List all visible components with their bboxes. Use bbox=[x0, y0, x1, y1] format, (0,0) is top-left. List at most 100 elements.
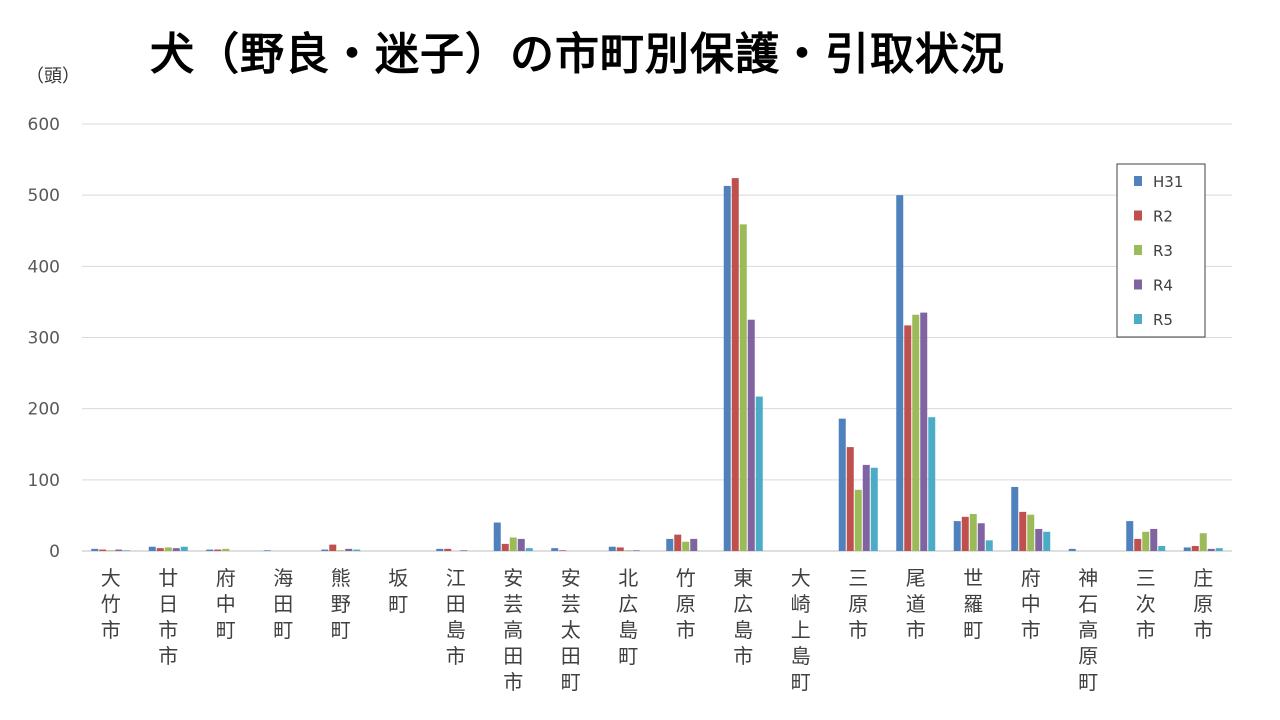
bar bbox=[1043, 531, 1051, 551]
x-category-label-char: 町 bbox=[561, 670, 581, 694]
bar bbox=[1183, 547, 1191, 551]
x-category-label-char: 町 bbox=[963, 618, 983, 642]
bar bbox=[985, 540, 993, 551]
bar bbox=[1134, 538, 1142, 551]
x-category-label-char: 世 bbox=[963, 566, 983, 590]
x-category-label-char: 原 bbox=[1193, 592, 1213, 616]
bar bbox=[1207, 548, 1215, 551]
x-category-label-char: 次 bbox=[1136, 592, 1156, 616]
bar bbox=[436, 548, 444, 551]
x-category-label-char: 府 bbox=[1021, 566, 1041, 590]
chart-title: 犬（野良・迷子）の市町別保護・引取状況 bbox=[150, 29, 1005, 80]
y-tick-label: 0 bbox=[49, 542, 60, 562]
x-category-label-char: 太 bbox=[561, 618, 581, 642]
bar bbox=[920, 312, 928, 551]
x-category-label-char: 市 bbox=[906, 618, 926, 642]
x-category-label-char: 道 bbox=[906, 592, 926, 616]
x-category-label-char: 大 bbox=[101, 566, 121, 590]
bar bbox=[329, 544, 337, 551]
x-category-label-char: 原 bbox=[848, 592, 868, 616]
bar bbox=[263, 550, 271, 551]
x-category-label-char: 市 bbox=[158, 618, 178, 642]
x-category-label-char: 町 bbox=[216, 618, 236, 642]
x-category-label-char: 上 bbox=[791, 618, 811, 642]
x-category-label-char: 原 bbox=[1078, 644, 1098, 668]
bar bbox=[870, 467, 878, 551]
x-category-label-char: 町 bbox=[273, 618, 293, 642]
bar bbox=[674, 534, 682, 551]
x-category-label-char: 中 bbox=[216, 592, 236, 616]
bar bbox=[747, 319, 755, 551]
bar bbox=[969, 513, 977, 551]
bar bbox=[1011, 486, 1019, 551]
x-category-label-char: 安 bbox=[561, 566, 581, 590]
bar bbox=[345, 548, 353, 551]
x-category-label-char: 庄 bbox=[1193, 566, 1213, 590]
bar bbox=[608, 546, 616, 551]
legend-label: R3 bbox=[1153, 242, 1173, 260]
bar bbox=[838, 418, 846, 551]
bar bbox=[928, 417, 936, 551]
bar bbox=[99, 549, 107, 551]
y-axis-unit-label: （頭） bbox=[26, 66, 80, 87]
x-category-label-char: 市 bbox=[101, 618, 121, 642]
x-category-label-char: 江 bbox=[446, 566, 466, 590]
y-tick-label: 100 bbox=[28, 471, 60, 491]
bar bbox=[1150, 528, 1158, 551]
x-category-label-char: 東 bbox=[733, 566, 753, 590]
bar bbox=[1126, 521, 1134, 551]
x-category-label-char: 芸 bbox=[503, 592, 523, 616]
bar bbox=[1019, 511, 1027, 551]
x-category-label-char: 市 bbox=[158, 644, 178, 668]
bar bbox=[501, 543, 509, 551]
x-category-label-char: 羅 bbox=[963, 592, 983, 616]
bar bbox=[632, 550, 640, 551]
bar bbox=[666, 538, 674, 551]
x-category-label-char: 島 bbox=[791, 644, 811, 668]
bar bbox=[180, 546, 188, 551]
x-category-label-char: 市 bbox=[446, 644, 466, 668]
x-category-label-char: 芸 bbox=[561, 592, 581, 616]
bar bbox=[1068, 548, 1076, 551]
bar bbox=[444, 548, 452, 551]
x-category-label-char: 原 bbox=[676, 592, 696, 616]
x-category-label-char: 野 bbox=[331, 592, 351, 616]
x-category-label-char: 熊 bbox=[331, 566, 351, 590]
bar bbox=[1035, 528, 1043, 551]
y-tick-label: 300 bbox=[28, 329, 60, 349]
bar bbox=[107, 550, 115, 551]
bar bbox=[690, 538, 698, 551]
bar bbox=[616, 547, 624, 551]
x-category-label-char: 田 bbox=[561, 644, 581, 668]
bar bbox=[961, 516, 969, 551]
legend-label: H31 bbox=[1153, 173, 1183, 191]
bar bbox=[912, 314, 920, 551]
x-category-label-char: 中 bbox=[1021, 592, 1041, 616]
bar bbox=[156, 548, 164, 551]
x-category-label-char: 崎 bbox=[791, 592, 811, 616]
y-tick-label: 600 bbox=[28, 115, 60, 135]
legend-swatch bbox=[1134, 210, 1142, 221]
x-category-label-char: 廿 bbox=[158, 566, 178, 590]
x-category-label-char: 田 bbox=[503, 644, 523, 668]
x-category-label-char: 神 bbox=[1078, 566, 1098, 590]
legend-label: R2 bbox=[1153, 208, 1173, 226]
bar bbox=[904, 325, 912, 551]
bar bbox=[682, 541, 690, 551]
legend-swatch bbox=[1134, 245, 1142, 255]
bar bbox=[723, 185, 731, 552]
bar bbox=[953, 521, 961, 551]
x-category-label-char: 島 bbox=[618, 618, 638, 642]
x-category-label-char: 安 bbox=[503, 566, 523, 590]
x-category-label-char: 府 bbox=[216, 566, 236, 590]
legend-swatch bbox=[1134, 176, 1142, 186]
x-category-label-char: 町 bbox=[1078, 670, 1098, 694]
bar bbox=[1027, 514, 1035, 551]
bar bbox=[115, 549, 123, 551]
x-category-label-char: 日 bbox=[158, 592, 178, 616]
x-category-label-char: 町 bbox=[791, 670, 811, 694]
bar bbox=[123, 550, 131, 551]
bar bbox=[1142, 531, 1150, 551]
x-category-label-char: 市 bbox=[733, 644, 753, 668]
bar bbox=[1215, 548, 1223, 551]
